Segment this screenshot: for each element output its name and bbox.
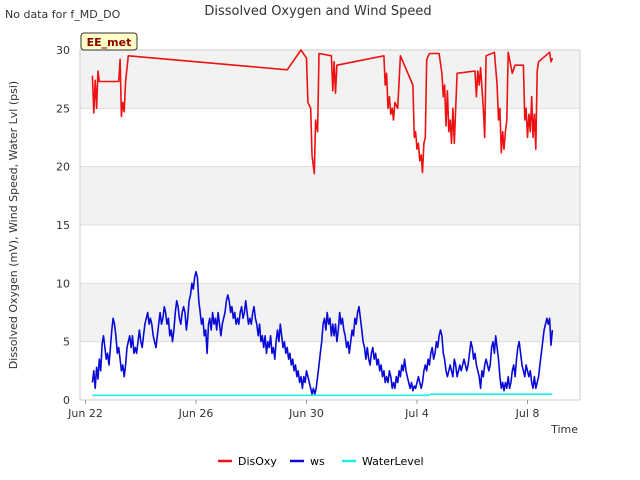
y-tick-label: 15 <box>56 219 70 232</box>
background-band <box>80 166 580 225</box>
series-line-waterlevel <box>92 393 553 397</box>
x-tick-label: Jul 8 <box>515 407 540 420</box>
legend-label-waterlevel: WaterLevel <box>362 455 424 468</box>
series-line-ws <box>91 270 554 395</box>
x-tick-label: Jun 22 <box>67 407 103 420</box>
series-lines <box>91 49 554 397</box>
x-axis: Jun 22 Jun 26 Jun 30 Jul 4 Jul 8 <box>67 400 539 420</box>
y-tick-label: 10 <box>56 277 70 290</box>
x-tick-label: Jun 26 <box>178 407 214 420</box>
x-tick-label: Jul 4 <box>404 407 429 420</box>
no-data-note: No data for f_MD_DO <box>5 8 121 21</box>
y-tick-label: 0 <box>63 394 70 407</box>
chart-title: Dissolved Oxygen and Wind Speed <box>204 4 431 19</box>
badge: EE_met <box>80 32 138 51</box>
y-axis: 0 5 10 15 20 25 30 <box>56 44 70 407</box>
y-tick-label: 20 <box>56 161 70 174</box>
badge-label: EE_met <box>87 36 132 49</box>
background-band <box>80 283 580 342</box>
y-axis-label: Dissolved Oxygen (mV), Wind Speed, Water… <box>7 81 20 369</box>
background-bands <box>80 50 580 342</box>
legend-label-ws: ws <box>310 455 325 468</box>
badge-box <box>80 32 138 51</box>
legend: DisOxy ws WaterLevel <box>218 455 424 468</box>
y-tick-label: 30 <box>56 44 70 57</box>
series-line-disoxy <box>91 49 554 175</box>
y-tick-label: 5 <box>63 336 70 349</box>
x-axis-label: Time <box>550 423 578 436</box>
plot-area <box>79 49 581 401</box>
y-tick-label: 25 <box>56 102 70 115</box>
x-tick-label: Jun 30 <box>288 407 324 420</box>
legend-label-disoxy: DisOxy <box>238 455 277 468</box>
